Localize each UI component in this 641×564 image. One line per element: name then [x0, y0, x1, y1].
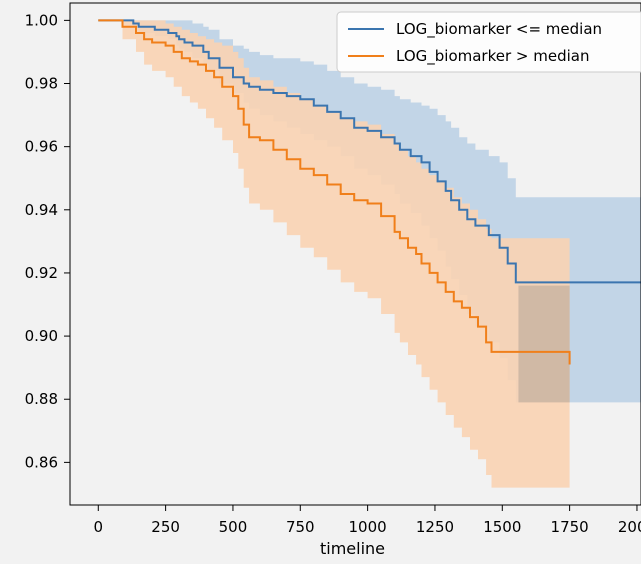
- y-tick-label: 1.00: [25, 11, 58, 29]
- ci-band-series-2: [98, 20, 570, 488]
- x-tick-label: 0: [94, 518, 104, 536]
- y-tick-label: 0.94: [25, 201, 58, 219]
- survival-line-series-1: [98, 19, 641, 284]
- confidence-bands: [98, 20, 641, 488]
- y-tick-label: 0.98: [25, 75, 58, 93]
- survival-line-series-2: [98, 19, 571, 365]
- legend-label-1: LOG_biomarker <= median: [396, 20, 602, 39]
- legend: LOG_biomarker <= median LOG_biomarker > m…: [336, 11, 641, 73]
- x-tick-label: 1000: [349, 518, 387, 536]
- x-axis-label: timeline: [320, 539, 385, 558]
- y-tick-label: 0.96: [25, 138, 58, 156]
- x-tick-label: 750: [286, 518, 315, 536]
- x-tick-label: 1250: [416, 518, 454, 536]
- x-axis: 0 250 500 750 1000 1250 1500 1750 2000: [94, 505, 641, 536]
- legend-label-2: LOG_biomarker > median: [396, 47, 589, 66]
- y-axis: 1.00 0.98 0.96 0.94 0.92 0.90 0.88 0.86: [25, 11, 70, 471]
- plot-area-frame: [69, 2, 641, 506]
- y-tick-label: 0.90: [25, 327, 58, 345]
- x-tick-label: 500: [219, 518, 248, 536]
- survival-lines: [98, 19, 641, 365]
- y-tick-label: 0.88: [25, 390, 58, 408]
- x-tick-label: 1500: [483, 518, 521, 536]
- ci-overlap-region: [518, 285, 570, 403]
- x-tick-label: 2000: [618, 518, 641, 536]
- x-tick-label: 250: [151, 518, 180, 536]
- y-tick-label: 0.92: [25, 264, 58, 282]
- y-tick-label: 0.86: [25, 453, 58, 471]
- legend-box: [336, 11, 641, 73]
- x-tick-label: 1750: [551, 518, 589, 536]
